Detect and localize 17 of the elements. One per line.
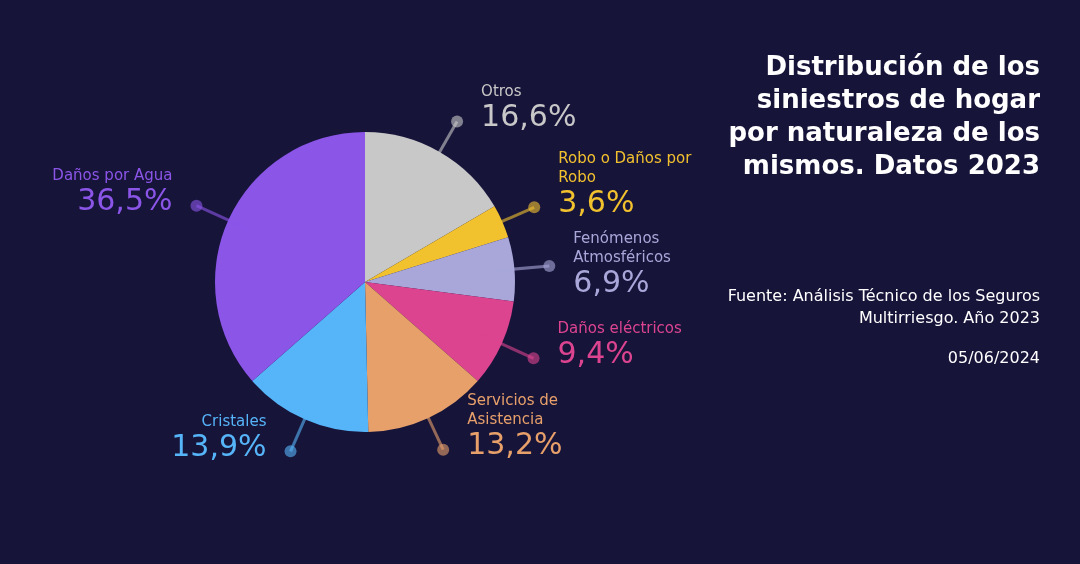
text: 05/06/2024: [946, 347, 1040, 369]
data-label: 13,2%: [467, 426, 563, 462]
slice-label: Fenómenos Atmosféricos: [573, 228, 672, 266]
slice-label: Servicios de Asistencia: [467, 391, 559, 429]
data-label: 36,5%: [77, 182, 173, 218]
slice-label: Robo o Daños por Robo: [558, 148, 693, 186]
data-label: 9,4%: [557, 335, 634, 371]
slice-label: Otros: [481, 81, 522, 100]
source-note: Fuente: Análisis Técnico de los Seguros Multirriesgo. Año 2023: [726, 285, 1040, 329]
slice-label: Cristales: [201, 411, 267, 430]
data-label: 13,9%: [171, 428, 267, 464]
data-label: 16,6%: [481, 98, 577, 134]
slice-label: Daños por Agua: [52, 166, 173, 185]
data-label: 6,9%: [573, 264, 650, 300]
text: Distribución de los siniestros de hogar por naturaleza de los mismos. Datos 2023: [727, 50, 1040, 182]
data-label: 3,6%: [558, 184, 635, 220]
slice-label: Daños eléctricos: [557, 318, 683, 337]
